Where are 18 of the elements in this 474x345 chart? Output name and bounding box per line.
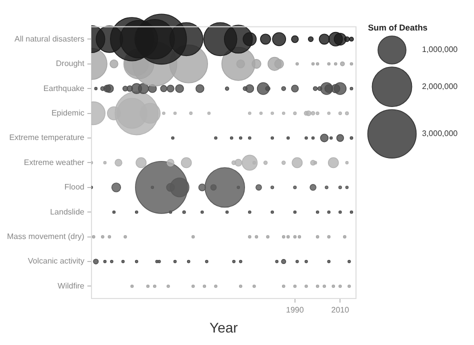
y-tick-label: Landslide [50,207,85,216]
y-tick-label: Epidemic [51,108,84,118]
legend-label: 1,000,000 [422,45,458,54]
y-tick-label: Wildfire [58,281,85,290]
y-tick-label: Flood [64,182,84,192]
legend-label: 3,000,000 [422,129,458,138]
y-tick-label: Mass movement (dry) [6,232,85,242]
y-tick-label: All natural disasters [14,34,84,44]
x-tick-label: 2010 [331,306,350,315]
x-tick-label: 1990 [286,306,304,315]
y-tick-label: Earthquake [43,84,85,93]
y-tick-label: Extreme weather [24,158,85,167]
legend-title: Sum of Deaths [368,22,428,32]
x-axis-title: Year [210,319,238,336]
y-tick-label: Volcanic activity [28,256,84,266]
y-tick-label: Extreme temperature [9,133,85,142]
y-tick-label: Drought [56,59,86,68]
legend-label: 2,000,000 [422,82,458,91]
